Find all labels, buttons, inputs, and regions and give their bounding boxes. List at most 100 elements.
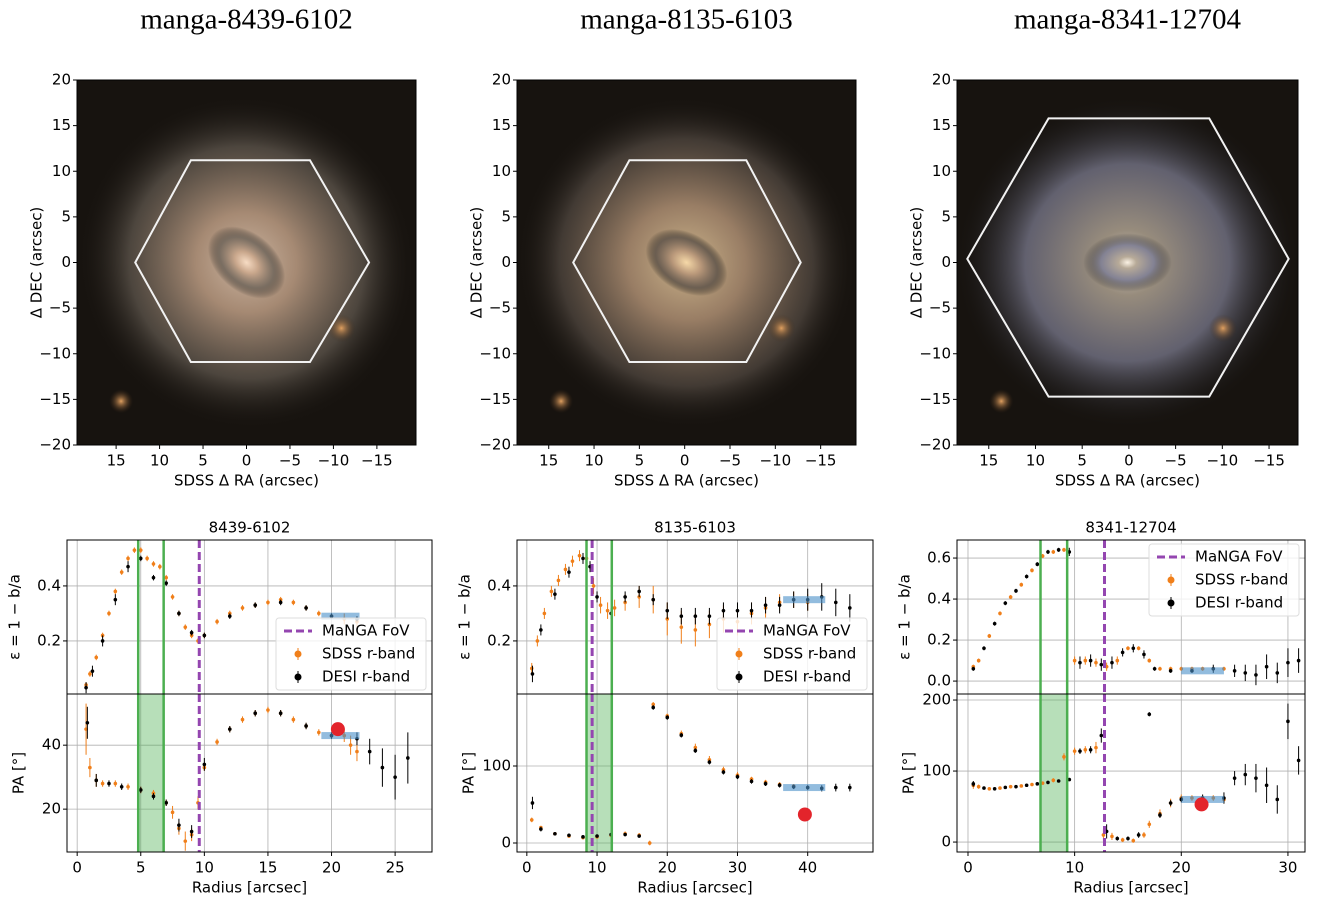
data-point bbox=[151, 562, 156, 566]
legend-key bbox=[1167, 576, 1175, 584]
data-point bbox=[637, 589, 641, 594]
data-point bbox=[549, 589, 554, 594]
star bbox=[767, 314, 796, 343]
data-point bbox=[833, 785, 838, 790]
data-point bbox=[291, 600, 296, 605]
data-point bbox=[1078, 749, 1082, 753]
y-tick-label: 0.4 bbox=[37, 576, 61, 594]
data-point bbox=[202, 633, 207, 638]
data-point bbox=[138, 556, 143, 561]
fit-band bbox=[321, 612, 360, 620]
data-point bbox=[1056, 548, 1061, 552]
data-point bbox=[164, 581, 168, 585]
data-point bbox=[1126, 646, 1130, 651]
x-tick-label: 20 bbox=[1172, 859, 1191, 877]
data-point bbox=[1131, 838, 1136, 843]
y-tick-label: −5 bbox=[929, 299, 951, 317]
x-tick-label: 15 bbox=[979, 452, 998, 470]
panel-title: 8341-12704 bbox=[1085, 519, 1176, 537]
x-tick-label: 5 bbox=[136, 859, 146, 877]
legend-key bbox=[735, 673, 743, 681]
data-point bbox=[1035, 562, 1040, 566]
y-tick-label: 10 bbox=[52, 162, 71, 180]
x-axis-label: SDSS Δ RA (arcsec) bbox=[614, 472, 759, 490]
panel-plot bbox=[517, 694, 873, 852]
data-point bbox=[132, 548, 137, 552]
data-point bbox=[763, 603, 768, 607]
data-point bbox=[679, 614, 684, 618]
y-tick-label: −10 bbox=[39, 344, 71, 362]
data-point bbox=[976, 784, 981, 789]
panel-title: 8439-6102 bbox=[209, 519, 291, 537]
manga-fov-hexagon bbox=[572, 159, 802, 363]
data-point bbox=[177, 823, 181, 827]
data-point bbox=[304, 724, 308, 728]
data-point bbox=[1243, 772, 1248, 777]
data-point bbox=[1168, 669, 1173, 673]
y-tick-label: 0.2 bbox=[37, 631, 61, 649]
pa-marker bbox=[1194, 797, 1209, 812]
y-tick-label: 20 bbox=[42, 800, 61, 818]
legend-label: SDSS r-band bbox=[1195, 571, 1288, 589]
data-point bbox=[107, 781, 111, 786]
data-point bbox=[665, 715, 670, 720]
data-point bbox=[651, 597, 656, 602]
data-point bbox=[591, 584, 596, 588]
data-point bbox=[763, 781, 768, 786]
y-tick-label: 5 bbox=[61, 207, 71, 225]
data-point bbox=[982, 646, 986, 651]
y-tick-label: 0 bbox=[941, 253, 951, 271]
x-tick-label: 10 bbox=[1065, 859, 1084, 877]
data-point bbox=[848, 785, 852, 790]
bar-region bbox=[1040, 694, 1068, 852]
data-point bbox=[1099, 662, 1104, 667]
data-point bbox=[1264, 783, 1269, 788]
data-point bbox=[1088, 747, 1093, 752]
data-point bbox=[1008, 595, 1013, 599]
x-tick-label: −15 bbox=[361, 452, 393, 470]
data-point bbox=[90, 669, 95, 673]
legend-key bbox=[294, 650, 302, 658]
column-title: manga-8135-6103 bbox=[580, 4, 793, 36]
data-point bbox=[721, 608, 726, 613]
y-tick-label: 0.0 bbox=[927, 672, 951, 690]
pa-marker bbox=[797, 807, 812, 822]
fit-band bbox=[783, 784, 826, 792]
data-point bbox=[1083, 658, 1088, 663]
manga-fov-hexagon bbox=[966, 117, 1290, 398]
legend-label: SDSS r-band bbox=[763, 645, 856, 663]
x-tick-label: −10 bbox=[1206, 452, 1238, 470]
y-axis-label: Δ DEC (arcsec) bbox=[468, 207, 486, 319]
y-tick-label: 0.2 bbox=[927, 631, 951, 649]
data-point bbox=[1008, 784, 1013, 789]
data-point bbox=[304, 606, 308, 610]
data-point bbox=[679, 733, 684, 737]
data-point bbox=[1147, 712, 1152, 717]
data-point bbox=[679, 625, 684, 629]
data-point bbox=[1014, 784, 1018, 789]
data-point bbox=[598, 603, 603, 607]
data-point bbox=[240, 717, 245, 722]
data-point bbox=[542, 611, 547, 616]
data-point bbox=[1296, 758, 1301, 763]
data-point bbox=[982, 786, 986, 790]
x-tick-label: 40 bbox=[798, 859, 817, 877]
x-axis-label: Radius [arcsec] bbox=[192, 879, 307, 897]
y-tick-label: 0 bbox=[501, 833, 511, 851]
data-point bbox=[393, 775, 397, 779]
x-tick-label: 20 bbox=[658, 859, 677, 877]
y-tick-label: 0 bbox=[61, 253, 71, 271]
data-point bbox=[693, 628, 698, 632]
manga-fov-hexagon bbox=[134, 159, 371, 363]
data-point bbox=[987, 634, 992, 638]
data-point bbox=[1243, 671, 1248, 675]
y-axis-label: ε = 1 − b/a bbox=[896, 574, 914, 660]
data-point bbox=[1094, 745, 1098, 750]
data-point bbox=[1136, 646, 1141, 651]
data-point bbox=[529, 818, 534, 822]
data-point bbox=[88, 672, 92, 676]
data-point bbox=[749, 779, 754, 784]
data-point bbox=[1110, 834, 1114, 839]
y-tick-label: −15 bbox=[39, 390, 71, 408]
y-tick-label: 15 bbox=[52, 116, 71, 134]
